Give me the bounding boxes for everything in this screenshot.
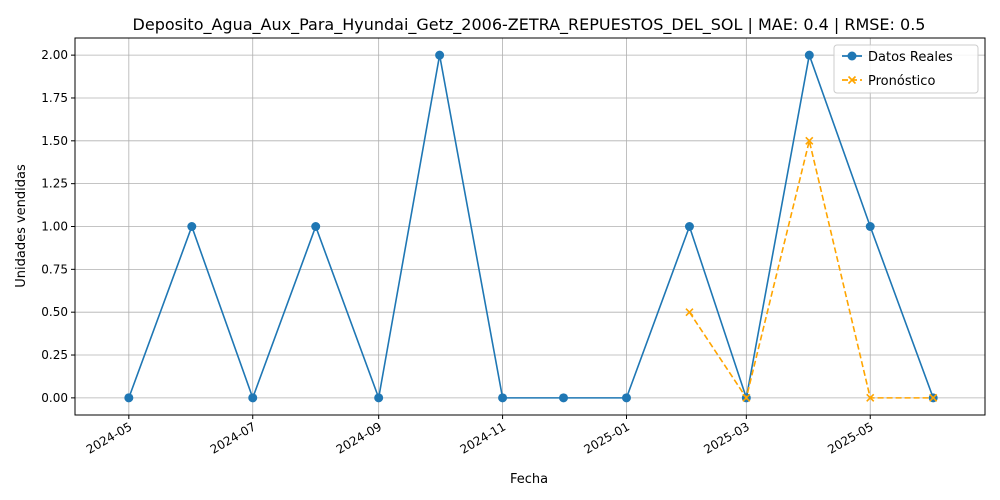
data-point (805, 136, 814, 145)
data-point (187, 222, 197, 231)
series-line-datos-reales (128, 52, 934, 401)
data-point (248, 393, 258, 403)
y-axis-label: Unidades vendidas (14, 164, 29, 288)
y-tick-label: 0.75 (41, 262, 68, 276)
grid (75, 38, 985, 415)
data-point (374, 393, 384, 403)
legend: Datos Reales Pronóstico (833, 44, 979, 94)
data-point (435, 50, 445, 60)
y-tick-label: 2.00 (41, 48, 68, 62)
y-tick-label: 0.50 (41, 305, 68, 319)
y-tick-label: 1.00 (41, 220, 68, 234)
data-point (559, 393, 569, 403)
legend-x-glyph (847, 75, 857, 85)
chart-title: Deposito_Agua_Aux_Para_Hyundai_Getz_2006… (133, 15, 926, 35)
x-tick-label: 2024-11 (458, 419, 508, 456)
data-point (685, 308, 694, 317)
data-point (742, 393, 751, 402)
legend-marker-datos-reales (847, 51, 857, 61)
series-line-pronostico (688, 140, 934, 400)
data-point (804, 50, 814, 60)
data-point (621, 393, 631, 403)
y-axis: 0.00 0.25 0.50 0.75 1.00 1.25 1.50 1.75 2.00 (41, 48, 75, 405)
series-layer (124, 50, 938, 403)
x-tick-label: 2025-05 (825, 419, 875, 456)
series-pronostico (685, 136, 938, 402)
y-tick-label: 0.25 (41, 348, 68, 362)
y-tick-label: 1.50 (41, 134, 68, 148)
data-point (498, 393, 508, 403)
y-tick-label: 1.75 (41, 91, 68, 105)
legend-label-pronostico: Pronóstico (868, 74, 935, 89)
data-point (865, 222, 875, 231)
data-point (866, 393, 875, 402)
x-tick-label: 2025-03 (701, 419, 751, 456)
x-axis-label: Fecha (510, 472, 548, 487)
legend-label-datos-reales: Datos Reales (868, 50, 953, 65)
x-axis: 2024-05 2024-07 2024-09 2024-11 2025-01 2025-… (84, 415, 876, 457)
y-tick-label: 1.25 (41, 177, 68, 191)
legend-marker-pronostico (847, 75, 857, 85)
plot-frame (74, 37, 986, 416)
x-tick-label: 2024-05 (84, 419, 134, 456)
x-tick-label: 2025-01 (582, 419, 632, 456)
data-point (929, 393, 938, 402)
legend-box (833, 44, 979, 94)
x-tick-label: 2024-09 (334, 419, 384, 456)
y-tick-label: 0.00 (41, 391, 68, 405)
x-tick-label: 2024-07 (208, 419, 258, 456)
data-point (124, 393, 134, 403)
data-point (684, 222, 694, 231)
data-point (311, 222, 321, 231)
